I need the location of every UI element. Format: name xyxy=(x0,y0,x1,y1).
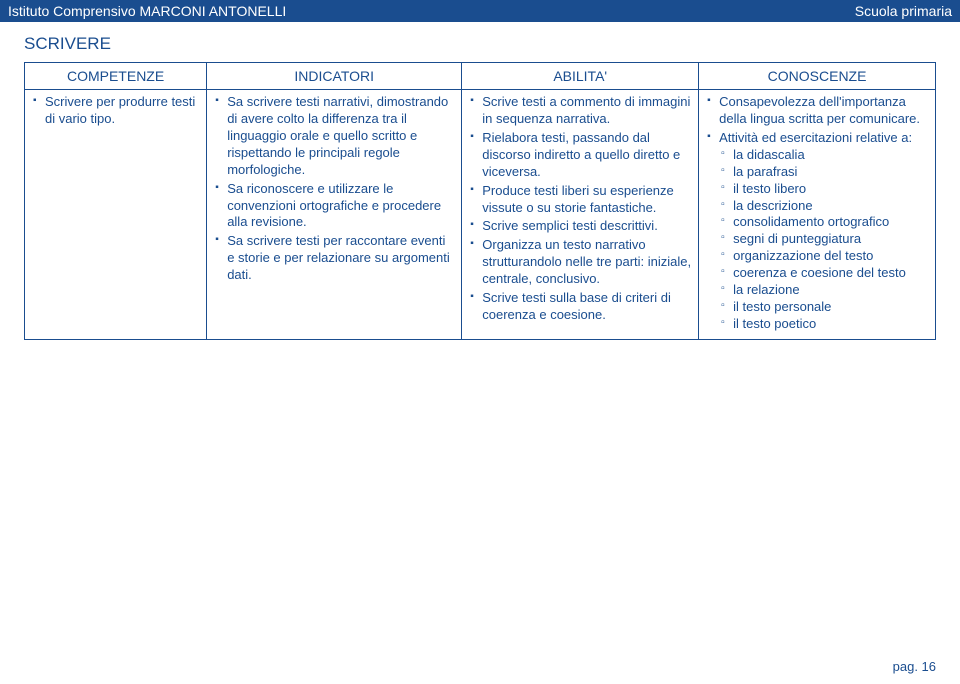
list-item: la relazione xyxy=(719,282,929,299)
list-item: Attività ed esercitazioni relative a: la… xyxy=(705,130,929,333)
list-item: il testo personale xyxy=(719,299,929,316)
list-item: Scrivere per produrre testi di vario tip… xyxy=(31,94,200,128)
col-conoscenze: CONOSCENZE xyxy=(699,63,936,90)
list-item: Organizza un testo narrativo strutturand… xyxy=(468,237,692,288)
list-item: Produce testi liberi su esperienze vissu… xyxy=(468,183,692,217)
header-left: Istituto Comprensivo MARCONI ANTONELLI xyxy=(8,3,286,19)
list-item: consolidamento ortografico xyxy=(719,214,929,231)
cell-conoscenze: Consapevolezza dell'importanza della lin… xyxy=(699,90,936,339)
curriculum-table: COMPETENZE INDICATORI ABILITA' CONOSCENZ… xyxy=(24,62,936,340)
list-item: Sa scrivere testi narrativi, dimostrando… xyxy=(213,94,455,178)
cell-indicatori: Sa scrivere testi narrativi, dimostrando… xyxy=(207,90,462,339)
cell-competenze: Scrivere per produrre testi di vario tip… xyxy=(25,90,207,339)
list-item: il testo poetico xyxy=(719,316,929,333)
col-competenze: COMPETENZE xyxy=(25,63,207,90)
abilita-list: Scrive testi a commento di immagini in s… xyxy=(468,94,692,324)
list-item: coerenza e coesione del testo xyxy=(719,265,929,282)
page-number: pag. 16 xyxy=(893,659,936,674)
list-item: Scrive semplici testi descrittivi. xyxy=(468,218,692,235)
table-header-row: COMPETENZE INDICATORI ABILITA' CONOSCENZ… xyxy=(25,63,936,90)
list-item: Rielabora testi, passando dal discorso i… xyxy=(468,130,692,181)
list-item: il testo libero xyxy=(719,181,929,198)
list-item: Scrive testi a commento di immagini in s… xyxy=(468,94,692,128)
section-title: SCRIVERE xyxy=(24,34,936,54)
list-item: segni di punteggiatura xyxy=(719,231,929,248)
list-item: la descrizione xyxy=(719,198,929,215)
table-row: Scrivere per produrre testi di vario tip… xyxy=(25,90,936,339)
col-indicatori: INDICATORI xyxy=(207,63,462,90)
col-abilita: ABILITA' xyxy=(462,63,699,90)
list-item: Sa scrivere testi per raccontare eventi … xyxy=(213,233,455,284)
list-item: organizzazione del testo xyxy=(719,248,929,265)
list-item: Scrive testi sulla base di criteri di co… xyxy=(468,290,692,324)
indicatori-list: Sa scrivere testi narrativi, dimostrando… xyxy=(213,94,455,284)
list-item: la didascalia xyxy=(719,147,929,164)
conoscenze-list: Consapevolezza dell'importanza della lin… xyxy=(705,94,929,332)
conoscenze-intro: Attività ed esercitazioni relative a: xyxy=(719,130,912,145)
list-item: Consapevolezza dell'importanza della lin… xyxy=(705,94,929,128)
header-right: Scuola primaria xyxy=(855,3,952,19)
competenze-list: Scrivere per produrre testi di vario tip… xyxy=(31,94,200,128)
page-content: SCRIVERE COMPETENZE INDICATORI ABILITA' … xyxy=(0,22,960,340)
cell-abilita: Scrive testi a commento di immagini in s… xyxy=(462,90,699,339)
header-bar: Istituto Comprensivo MARCONI ANTONELLI S… xyxy=(0,0,960,22)
conoscenze-sublist: la didascalia la parafrasi il testo libe… xyxy=(719,147,929,333)
list-item: Sa riconoscere e utilizzare le convenzio… xyxy=(213,181,455,232)
list-item: la parafrasi xyxy=(719,164,929,181)
